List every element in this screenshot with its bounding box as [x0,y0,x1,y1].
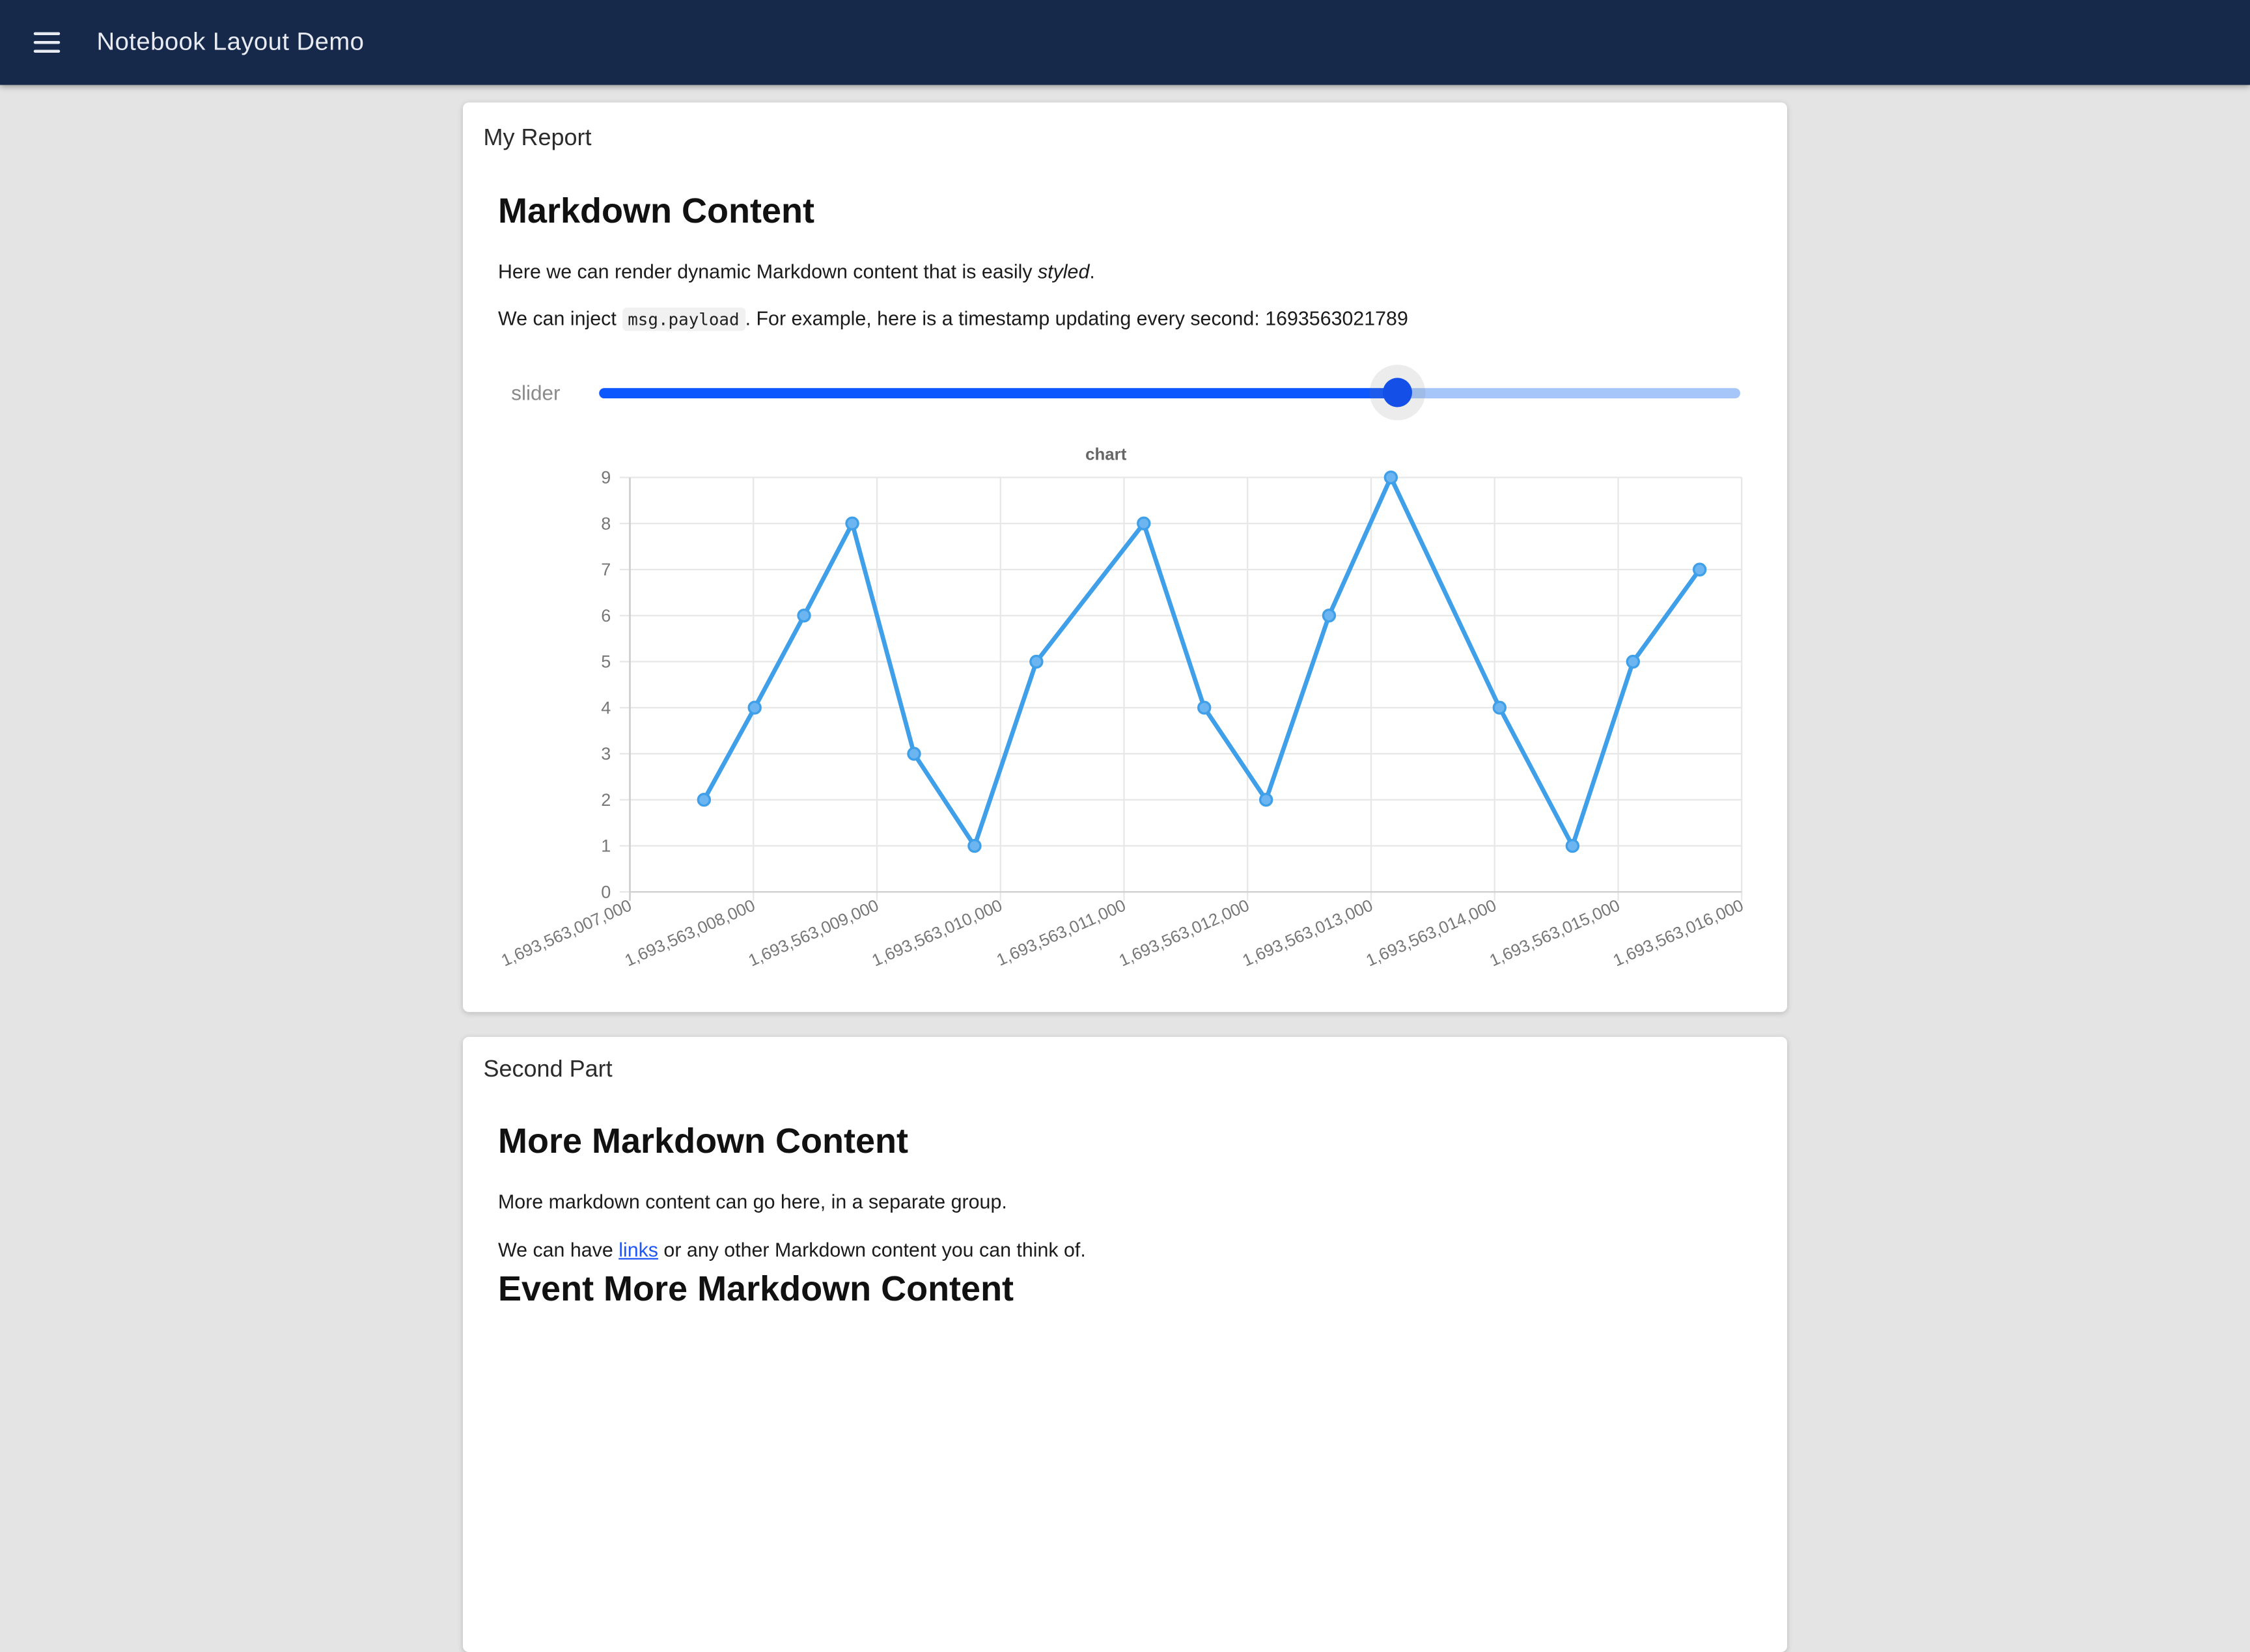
italic-text: styled [1038,261,1089,283]
svg-text:2: 2 [601,790,611,810]
second-paragraph-1: More markdown content can go here, in a … [498,1189,1752,1214]
paragraph-text: . [1089,261,1094,283]
svg-text:8: 8 [601,514,611,533]
paragraph-text: We can inject [498,308,622,330]
slider-thumb[interactable] [1383,378,1413,407]
chart-title: chart [1085,446,1127,464]
markdown-heading: Markdown Content [498,192,1752,233]
line-chart[interactable]: 0 1 2 3 4 5 6 7 8 9 1,693,563,007,0001,693,563,008… [498,441,1743,980]
svg-text:1: 1 [601,836,611,856]
svg-text:1,693,563,011,000: 1,693,563,011,000 [994,896,1129,970]
more-markdown-heading: More Markdown Content [498,1122,1752,1163]
svg-text:1,693,563,013,000: 1,693,563,013,000 [1240,896,1375,970]
app-header: Notebook Layout Demo [0,0,2250,85]
second-paragraph-2: We can have links or any other Markdown … [498,1237,1752,1262]
svg-text:6: 6 [601,606,611,626]
slider-track[interactable] [599,387,1740,398]
second-card-title: Second Part [463,1037,1787,1085]
menu-button[interactable] [18,13,76,72]
hamburger-icon [34,33,61,53]
report-card-title: My Report [463,103,1787,154]
slider-fill [599,387,1398,398]
svg-text:7: 7 [601,560,611,579]
links-link[interactable]: links [618,1239,658,1261]
svg-text:4: 4 [601,698,611,717]
svg-text:9: 9 [601,468,611,488]
second-card: Second Part More Markdown Content More m… [463,1037,1787,1652]
svg-text:1,693,563,007,000: 1,693,563,007,000 [499,896,634,970]
svg-text:1,693,563,012,000: 1,693,563,012,000 [1117,896,1252,970]
svg-text:3: 3 [601,744,611,764]
app-title: Notebook Layout Demo [97,28,365,57]
svg-text:1,693,563,010,000: 1,693,563,010,000 [869,896,1005,970]
svg-text:1,693,563,009,000: 1,693,563,009,000 [745,896,881,970]
svg-text:5: 5 [601,652,611,672]
slider-widget: slider [511,372,1740,413]
svg-text:0: 0 [601,882,611,902]
timestamp-value: 1693563021789 [1265,308,1408,330]
paragraph-text: We can have [498,1239,618,1261]
chart-y-labels: 0 1 2 3 4 5 6 7 8 9 [601,468,611,902]
inline-code: msg.payload [622,308,745,331]
svg-text:1,693,563,014,000: 1,693,563,014,000 [1363,896,1499,970]
paragraph-text: or any other Markdown content you can th… [658,1239,1086,1261]
markdown-paragraph-2: We can inject msg.payload. For example, … [498,306,1752,333]
report-card: My Report Markdown Content Here we can r… [463,103,1787,1012]
paragraph-text: Here we can render dynamic Markdown cont… [498,261,1038,283]
svg-text:1,693,563,008,000: 1,693,563,008,000 [622,896,758,970]
svg-text:1,693,563,016,000: 1,693,563,016,000 [1611,896,1743,970]
svg-text:1,693,563,015,000: 1,693,563,015,000 [1487,896,1622,970]
chart-x-labels: 1,693,563,007,0001,693,563,008,0001,693,… [499,896,1743,970]
markdown-paragraph-1: Here we can render dynamic Markdown cont… [498,259,1752,284]
even-more-markdown-heading: Event More Markdown Content [498,1270,1752,1311]
paragraph-text: . For example, here is a timestamp updat… [745,308,1266,330]
app-viewport: Notebook Layout Demo My Report Markdown … [0,0,2250,1295]
page-content: My Report Markdown Content Here we can r… [463,103,1787,1652]
slider-label: slider [511,381,599,404]
